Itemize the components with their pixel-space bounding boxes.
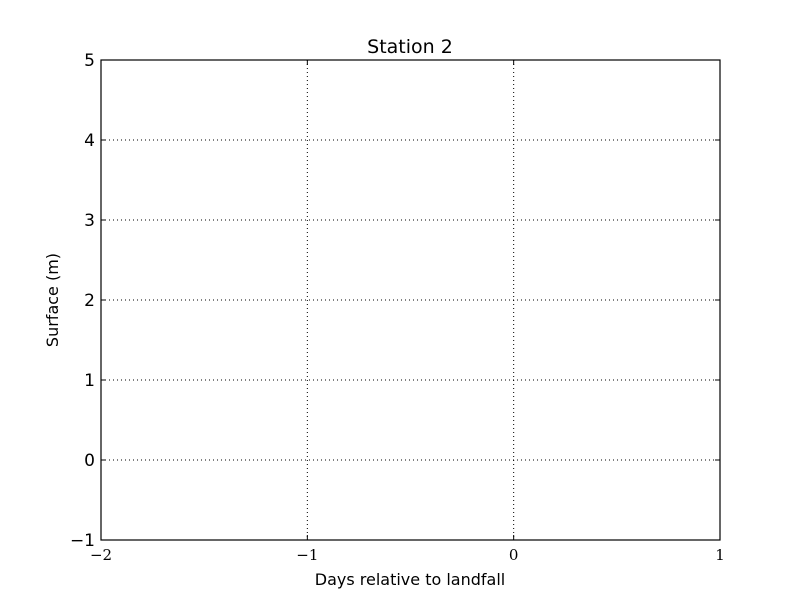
y-tick-label: 3 <box>84 211 95 231</box>
x-axis-label: Days relative to landfall <box>315 570 505 589</box>
x-tick-label: −2 <box>90 546 112 564</box>
y-tick-label: 4 <box>84 131 95 151</box>
plot-background <box>101 60 720 540</box>
x-tick-label: 0 <box>509 546 519 564</box>
y-tick-label: 2 <box>84 291 95 311</box>
x-tick-labels: −2 −1 0 1 <box>90 546 725 564</box>
y-tick-labels: −1 0 1 2 3 4 5 <box>70 51 95 551</box>
grid <box>101 60 720 540</box>
y-tick-label: 5 <box>84 51 95 71</box>
y-tick-label: 1 <box>84 371 95 391</box>
y-tick-label: 0 <box>84 451 95 471</box>
y-tick-label: −1 <box>70 531 95 551</box>
x-tick-label: 1 <box>715 546 725 564</box>
x-tick-label: −1 <box>296 546 318 564</box>
chart-title: Station 2 <box>367 36 453 58</box>
y-axis-label: Surface (m) <box>43 253 62 347</box>
plot-frame <box>100 59 721 541</box>
